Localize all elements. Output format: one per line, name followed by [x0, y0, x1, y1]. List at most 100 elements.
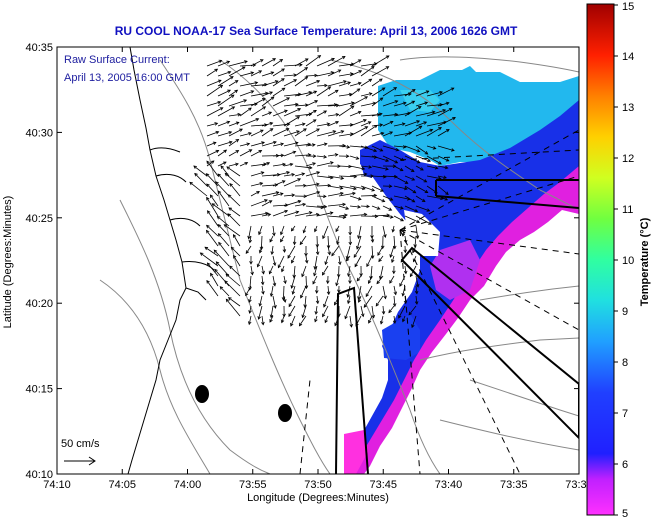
current-vector: [382, 195, 393, 201]
current-vector: [280, 235, 285, 243]
current-vector: [288, 305, 296, 317]
current-vector-head: [220, 165, 224, 169]
current-vector: [283, 142, 298, 147]
current-vector: [288, 295, 296, 307]
current-vector: [225, 298, 241, 317]
current-vector-head: [269, 128, 274, 132]
current-vector: [272, 154, 284, 157]
current-vector: [314, 255, 318, 270]
current-vector: [250, 129, 264, 137]
current-vector-head: [269, 293, 274, 298]
current-vector-head: [327, 86, 332, 90]
current-vector: [426, 121, 447, 127]
current-vector-head: [248, 299, 252, 304]
current-vector: [322, 305, 329, 317]
current-vector: [437, 129, 450, 137]
current-vector-head: [401, 122, 406, 126]
current-vector: [338, 124, 354, 127]
current-vector-head: [250, 71, 255, 75]
current-vector: [316, 175, 333, 179]
colorbar-tick-label: 9: [622, 306, 628, 318]
current-vector-head: [335, 103, 340, 108]
current-vector: [228, 194, 241, 207]
current-vector-head: [378, 258, 382, 263]
current-vector-head: [315, 182, 320, 187]
sst-field: [344, 66, 579, 474]
current-vector: [363, 295, 373, 308]
current-vector-head: [357, 299, 362, 303]
current-vector-head: [355, 156, 360, 160]
current-vector: [336, 235, 340, 245]
current-vector-head: [293, 79, 298, 83]
current-vector: [272, 59, 283, 67]
current-vector: [239, 132, 252, 137]
current-vector-head: [217, 100, 222, 105]
current-vector: [404, 185, 416, 194]
current-vector-head: [402, 318, 406, 323]
current-vector: [294, 123, 305, 127]
x-tick-label: 73:55: [239, 479, 267, 491]
current-vector: [349, 205, 361, 208]
current-vector-head: [258, 303, 262, 307]
current-vector-head: [256, 191, 260, 195]
current-vector: [249, 235, 252, 243]
map-title: RU COOL NOAA-17 Sea Surface Temperature:…: [115, 24, 518, 38]
current-vector-head: [224, 280, 228, 284]
current-vector-head: [393, 291, 398, 296]
current-vector: [360, 66, 375, 77]
current-vector: [325, 255, 329, 265]
current-vector-head: [282, 162, 287, 167]
current-vector-head: [297, 178, 302, 182]
current-vector: [380, 315, 384, 324]
current-vector: [426, 127, 442, 137]
current-vector-head: [199, 252, 204, 256]
current-vector-head: [368, 165, 373, 169]
current-vector-head: [270, 71, 275, 75]
current-vector: [294, 91, 312, 97]
current-vector-head: [272, 282, 277, 287]
current-vector-head: [269, 318, 273, 323]
current-vector: [404, 235, 407, 243]
x-tick-label: 73:40: [435, 479, 463, 491]
y-tick-label: 40:30: [25, 127, 53, 139]
current-vector: [283, 163, 293, 167]
current-vector-head: [381, 310, 386, 315]
current-vector-head: [217, 223, 222, 228]
current-vector: [338, 255, 341, 265]
current-vector-head: [385, 66, 390, 70]
current-vector-head: [248, 149, 253, 153]
current-vector-head: [392, 270, 396, 275]
current-vector-head: [215, 130, 220, 135]
current-vector: [269, 315, 274, 323]
current-vector: [316, 184, 331, 187]
current-vector: [393, 175, 408, 184]
current-vector-head: [400, 157, 405, 162]
current-vector-head: [261, 321, 265, 326]
current-vector-head: [389, 197, 394, 201]
current-vector-head: [367, 280, 372, 285]
current-vector: [390, 245, 395, 258]
current-vector-head: [366, 263, 370, 268]
current-vector-head: [314, 318, 318, 323]
current-vector-head: [284, 209, 289, 214]
current-vector-head: [334, 322, 338, 327]
current-vector-head: [358, 70, 363, 74]
current-vector-head: [370, 65, 375, 70]
current-vector: [399, 275, 406, 287]
current-vector-head: [415, 283, 420, 288]
colorbar-ticks: 5 6 7 8 9 10 11 12 13 14 15: [614, 1, 634, 519]
current-vector: [282, 285, 285, 300]
current-vector: [216, 261, 230, 277]
current-vector: [239, 162, 248, 167]
current-vector: [228, 139, 239, 147]
current-vector: [360, 205, 370, 207]
current-vector-head: [357, 235, 361, 240]
current-vector-head: [376, 206, 381, 210]
current-vector-head: [437, 176, 442, 180]
current-vector: [371, 66, 389, 77]
current-vector-head: [423, 179, 428, 183]
current-vector: [239, 143, 250, 147]
current-vector-head: [323, 194, 327, 199]
current-vector: [426, 155, 442, 165]
current-vector: [349, 119, 367, 127]
